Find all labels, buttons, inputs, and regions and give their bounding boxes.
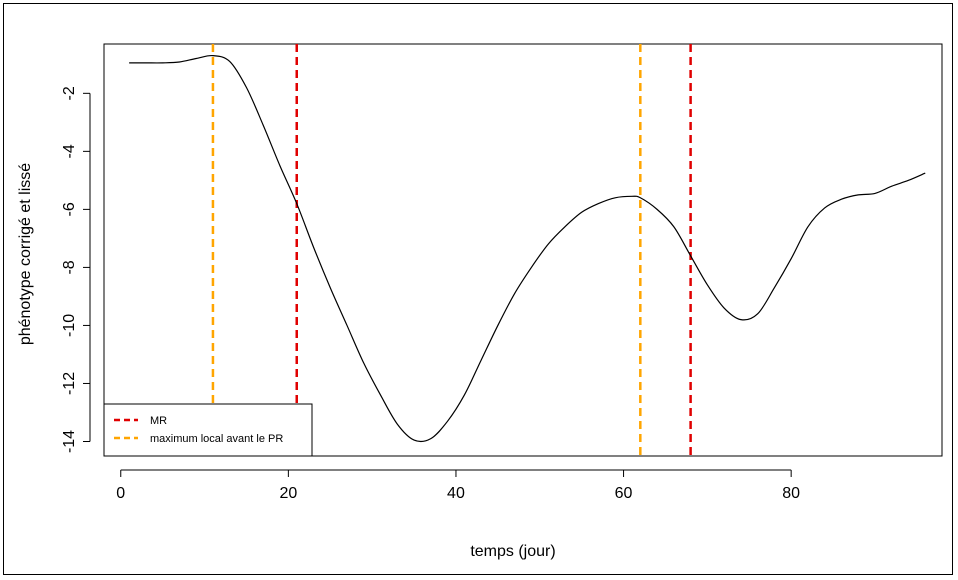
y-tick-label: -6: [61, 202, 78, 216]
x-tick-label: 60: [615, 485, 633, 502]
x-tick-label: 40: [447, 485, 465, 502]
y-tick-label: -8: [61, 260, 78, 274]
y-axis: -14 -12 -10 -8 -6 -4 -2: [61, 86, 91, 453]
legend-label-local-max: maximum local avant le PR: [150, 433, 283, 445]
y-tick-label: -2: [61, 86, 78, 100]
x-tick-label: 80: [782, 485, 800, 502]
y-tick-label: -14: [61, 430, 78, 453]
y-axis-label: phénotype corrigé et lissé: [17, 163, 34, 345]
vertical-lines: [211, 44, 692, 456]
x-tick-label: 20: [279, 485, 297, 502]
figure-frame: [3, 3, 953, 575]
legend-label-mr: MR: [150, 415, 167, 427]
series-line: [129, 54, 926, 443]
x-axis-label: temps (jour): [470, 543, 555, 560]
x-axis: 0 20 40 60 80: [116, 469, 800, 502]
y-tick-label: -12: [61, 372, 78, 395]
plot-area: [103, 43, 943, 457]
x-tick-label: 0: [116, 485, 125, 502]
y-tick-label: -10: [61, 314, 78, 337]
legend-box: [103, 403, 313, 457]
y-tick-label: -4: [61, 144, 78, 158]
legend: MR maximum local avant le PR: [103, 403, 313, 457]
